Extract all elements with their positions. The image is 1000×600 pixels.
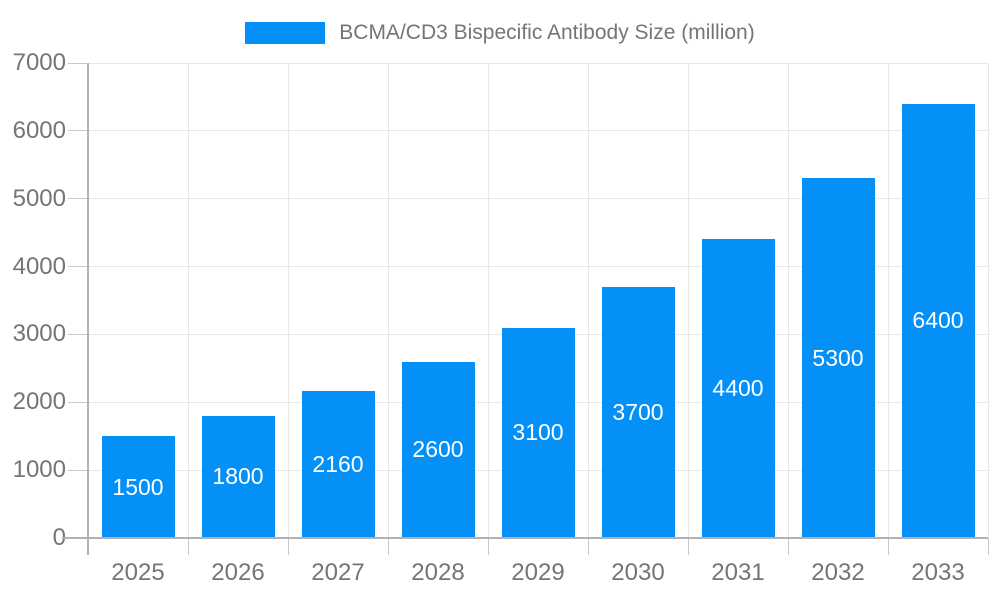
bar-value-label: 1500 (112, 473, 164, 500)
x-gridline (487, 63, 489, 538)
x-tick-mark (287, 538, 289, 555)
x-axis-label: 2032 (811, 559, 865, 586)
bar-2025: 1500 (101, 436, 175, 538)
x-tick-mark (787, 538, 789, 555)
y-tick-mark (68, 469, 88, 471)
x-axis-label: 2026 (211, 559, 265, 586)
x-tick-mark (487, 538, 489, 555)
y-axis-label: 3000 (12, 320, 66, 348)
y-gridline (88, 130, 988, 132)
x-axis-label: 2031 (711, 559, 765, 586)
bar-2028: 2600 (401, 361, 475, 538)
y-axis-label: 0 (52, 524, 66, 551)
y-gridline (88, 62, 988, 64)
bar-value-label: 3100 (512, 419, 564, 446)
y-tick-mark (68, 130, 88, 132)
x-gridline (287, 63, 289, 538)
x-tick-mark (687, 538, 689, 555)
x-axis-label: 2025 (111, 559, 165, 586)
chart-legend: BCMA/CD3 Bispecific Antibody Size (milli… (0, 19, 1000, 47)
bar-2026: 1800 (201, 415, 275, 538)
y-axis-label: 5000 (12, 184, 66, 212)
bar-value-label: 2600 (412, 436, 464, 463)
bar-value-label: 4400 (712, 375, 764, 402)
x-axis-label: 2030 (611, 559, 665, 586)
x-gridline (987, 63, 989, 538)
bar-2032: 5300 (801, 178, 875, 538)
y-axis-label: 1000 (12, 456, 66, 484)
bar-2027: 2160 (301, 391, 375, 538)
y-tick-mark (68, 266, 88, 268)
x-tick-mark (987, 538, 989, 555)
bar-value-label: 1800 (212, 463, 264, 490)
x-gridline (787, 63, 789, 538)
x-axis-label: 2033 (911, 559, 965, 586)
x-gridline (387, 63, 389, 538)
y-tick-mark (68, 62, 88, 64)
x-tick-mark (587, 538, 589, 555)
x-tick-mark (187, 538, 189, 555)
bar-2033: 6400 (901, 103, 975, 538)
bar-2030: 3700 (601, 286, 675, 538)
x-axis-line (62, 537, 988, 539)
plot-area: 0 1000 2000 3000 4000 5000 6000 7000 1500 2025 180… (13, 49, 989, 586)
bar-2031: 4400 (701, 239, 775, 538)
bar-value-label: 5300 (812, 344, 864, 371)
x-tick-mark (387, 538, 389, 555)
y-axis-label: 6000 (12, 116, 66, 144)
bar-value-label: 3700 (612, 398, 664, 425)
x-axis-label: 2029 (511, 559, 565, 586)
x-axis-label: 2027 (311, 559, 365, 586)
x-gridline (587, 63, 589, 538)
y-tick-mark (68, 333, 88, 335)
y-axis-label: 7000 (12, 49, 66, 76)
bar-value-label: 2160 (312, 451, 364, 478)
x-tick-mark (887, 538, 889, 555)
legend-swatch (245, 22, 326, 44)
x-axis-label: 2028 (411, 559, 465, 586)
bar-value-label: 6400 (912, 307, 964, 334)
y-axis-label: 2000 (12, 388, 66, 416)
y-tick-mark (68, 198, 88, 200)
bar-2029: 3100 (501, 327, 575, 538)
x-gridline (187, 63, 189, 538)
legend-label: BCMA/CD3 Bispecific Antibody Size (milli… (339, 21, 755, 44)
y-axis-line (87, 63, 89, 555)
y-axis-label: 4000 (12, 252, 66, 280)
x-gridline (687, 63, 689, 538)
y-tick-mark (68, 401, 88, 403)
x-gridline (887, 63, 889, 538)
y-gridline (88, 198, 988, 200)
y-gridline (88, 266, 988, 268)
